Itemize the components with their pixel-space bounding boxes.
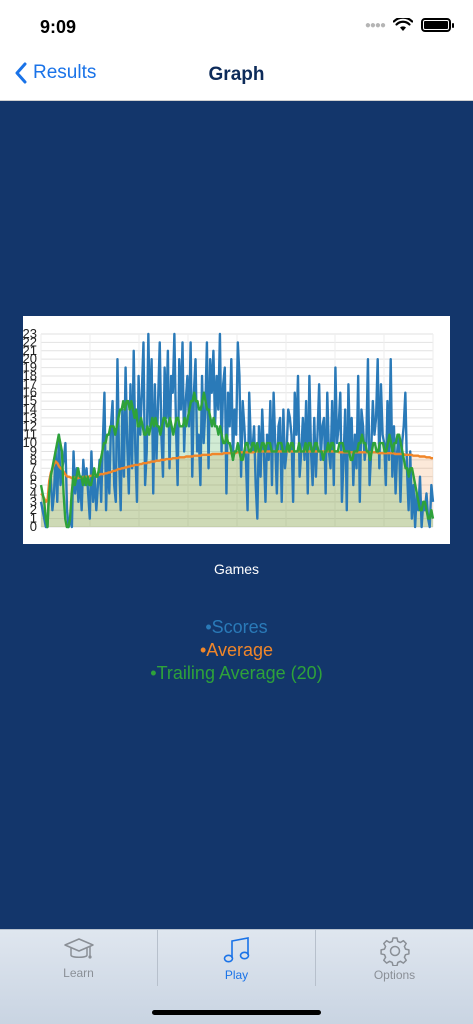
legend-scores: •Scores bbox=[205, 617, 268, 637]
y-tick-label: 3 bbox=[30, 494, 37, 509]
trailing-average-line bbox=[39, 391, 435, 529]
x-axis-label: Games bbox=[213, 561, 260, 577]
signal-icon: ●●●● bbox=[364, 19, 386, 31]
y-tick-label: 10 bbox=[23, 435, 37, 450]
legend-trailing-average: •Trailing Average (20) bbox=[150, 663, 323, 683]
status-time: 9:09 bbox=[40, 17, 77, 37]
page-title: Graph bbox=[208, 64, 265, 85]
y-tick-label: 23 bbox=[23, 326, 37, 341]
tab-separator bbox=[315, 930, 316, 986]
y-tick-label: 8 bbox=[30, 452, 37, 467]
y-tick-label: 1 bbox=[30, 511, 37, 526]
back-button[interactable]: Results bbox=[14, 62, 96, 84]
tab-learn[interactable]: Learn bbox=[0, 930, 157, 986]
y-tick-label: 16 bbox=[23, 385, 37, 400]
graduation-cap-icon bbox=[63, 938, 94, 959]
tab-options-label: Options bbox=[373, 968, 416, 982]
y-tick-label: 14 bbox=[23, 402, 37, 417]
tab-separator bbox=[157, 930, 158, 986]
y-tick-label: 13 bbox=[23, 410, 37, 425]
y-tick-label: 6 bbox=[30, 469, 37, 484]
music-note-icon bbox=[223, 937, 249, 963]
y-tick-label: 11 bbox=[24, 427, 38, 442]
tab-learn-label: Learn bbox=[63, 966, 94, 980]
chart-legend: •Scores •Average •Trailing Average (20) bbox=[0, 616, 473, 685]
y-tick-label: 7 bbox=[30, 460, 37, 475]
y-tick-label: 22 bbox=[23, 334, 37, 349]
scores-line bbox=[39, 332, 435, 529]
y-tick-label: 4 bbox=[30, 485, 37, 500]
gear-icon bbox=[379, 937, 410, 966]
battery-icon bbox=[421, 18, 454, 32]
tab-bar: Learn Play Options bbox=[0, 929, 473, 1024]
home-indicator bbox=[152, 1010, 321, 1015]
status-bar: 9:09 ●●●● bbox=[0, 0, 473, 50]
y-tick-label: 19 bbox=[23, 360, 37, 375]
y-tick-label: 17 bbox=[23, 376, 37, 391]
tab-options[interactable]: Options bbox=[316, 930, 473, 986]
tab-play-label: Play bbox=[224, 968, 249, 982]
tab-play[interactable]: Play bbox=[158, 930, 315, 986]
y-tick-label: 18 bbox=[23, 368, 37, 383]
legend-average: •Average bbox=[199, 640, 274, 660]
wifi-icon bbox=[393, 18, 413, 31]
back-button-label: Results bbox=[33, 62, 97, 83]
y-tick-label: 0 bbox=[30, 519, 37, 534]
y-tick-label: 2 bbox=[30, 502, 37, 517]
y-tick-label: 5 bbox=[30, 477, 37, 492]
y-tick-label: 15 bbox=[23, 393, 37, 408]
chevron-left-icon bbox=[15, 62, 27, 84]
navigation-bar: Results Graph bbox=[0, 50, 473, 101]
y-tick-label: 21 bbox=[23, 343, 37, 358]
y-tick-label: 9 bbox=[30, 443, 37, 458]
score-chart: 0 1 2 3 4 5 6 7 8 9 10 11 12 13 14 15 16 17 18 19 20 21 22 23 bbox=[23, 316, 450, 544]
y-tick-label: 20 bbox=[23, 351, 37, 366]
y-tick-label: 12 bbox=[23, 418, 37, 433]
status-icons: ●●●● bbox=[364, 18, 454, 32]
